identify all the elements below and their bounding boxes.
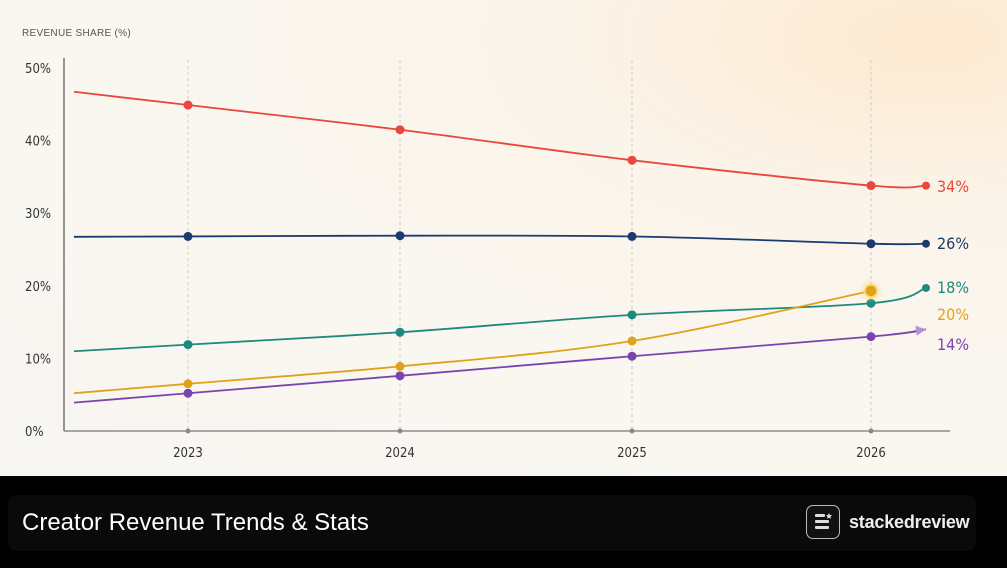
series-end-point: [922, 181, 930, 190]
data-point: [627, 336, 637, 346]
data-point: [395, 371, 405, 381]
brand[interactable]: stackedreview: [806, 503, 970, 541]
data-point: [395, 125, 405, 135]
y-tick-label: 30%: [25, 207, 51, 222]
y-axis-title: REVENUE SHARE (%): [22, 28, 131, 39]
series-end-label: 18%: [937, 278, 969, 297]
series-end-label: 34%: [937, 177, 969, 196]
brand-logo-icon: [806, 505, 840, 539]
series-end-point: [922, 283, 930, 292]
series-line: [73, 328, 927, 404]
data-point: [183, 231, 193, 241]
footer-title: Creator Revenue Trends & Stats: [22, 509, 369, 536]
y-tick-label: 40%: [25, 135, 51, 150]
series-end-label: 26%: [937, 234, 969, 253]
x-tick-label: 2023: [173, 446, 203, 461]
data-point: [866, 239, 876, 249]
data-point: [395, 231, 405, 241]
series-line: [73, 234, 927, 246]
data-point: [395, 361, 405, 371]
line-chart: REVENUE SHARE (%) 50% 40% 30% 20% 10% 0% 2023 20…: [22, 28, 969, 461]
data-point: [866, 332, 876, 342]
x-tick-label: 2025: [617, 446, 647, 461]
series-line: [73, 290, 872, 395]
data-point: [627, 155, 637, 165]
series-end-label: 14%: [937, 335, 969, 354]
series-line: [73, 90, 927, 189]
y-tick-label: 10%: [25, 352, 51, 367]
y-tick-label: 0%: [25, 425, 44, 440]
x-tick-label: 2024: [385, 446, 415, 461]
data-point: [183, 340, 193, 350]
series-end-point: [922, 239, 930, 248]
data-point: [183, 379, 193, 389]
footer: Creator Revenue Trends & Stats stackedre…: [0, 476, 1007, 568]
data-point: [866, 181, 876, 191]
brand-name: stackedreview: [849, 511, 970, 532]
data-point: [395, 327, 405, 337]
data-point: [183, 100, 193, 110]
x-tick-label: 2026: [856, 446, 886, 461]
x-tick-mark: [868, 428, 874, 434]
data-point: [627, 351, 637, 361]
x-tick-mark: [629, 428, 635, 434]
y-tick-label: 20%: [25, 280, 51, 295]
data-point: [627, 310, 637, 320]
series-end-label: 20%: [937, 305, 969, 324]
x-tick-mark: [397, 428, 403, 434]
data-point: [627, 231, 637, 241]
chart-area: REVENUE SHARE (%) 50% 40% 30% 20% 10% 0% 2023 20…: [0, 0, 1007, 476]
data-point: [864, 284, 878, 298]
x-tick-mark: [185, 428, 191, 434]
data-point: [183, 388, 193, 398]
series-arrow-head: [915, 325, 926, 336]
y-tick-label: 50%: [25, 62, 51, 77]
